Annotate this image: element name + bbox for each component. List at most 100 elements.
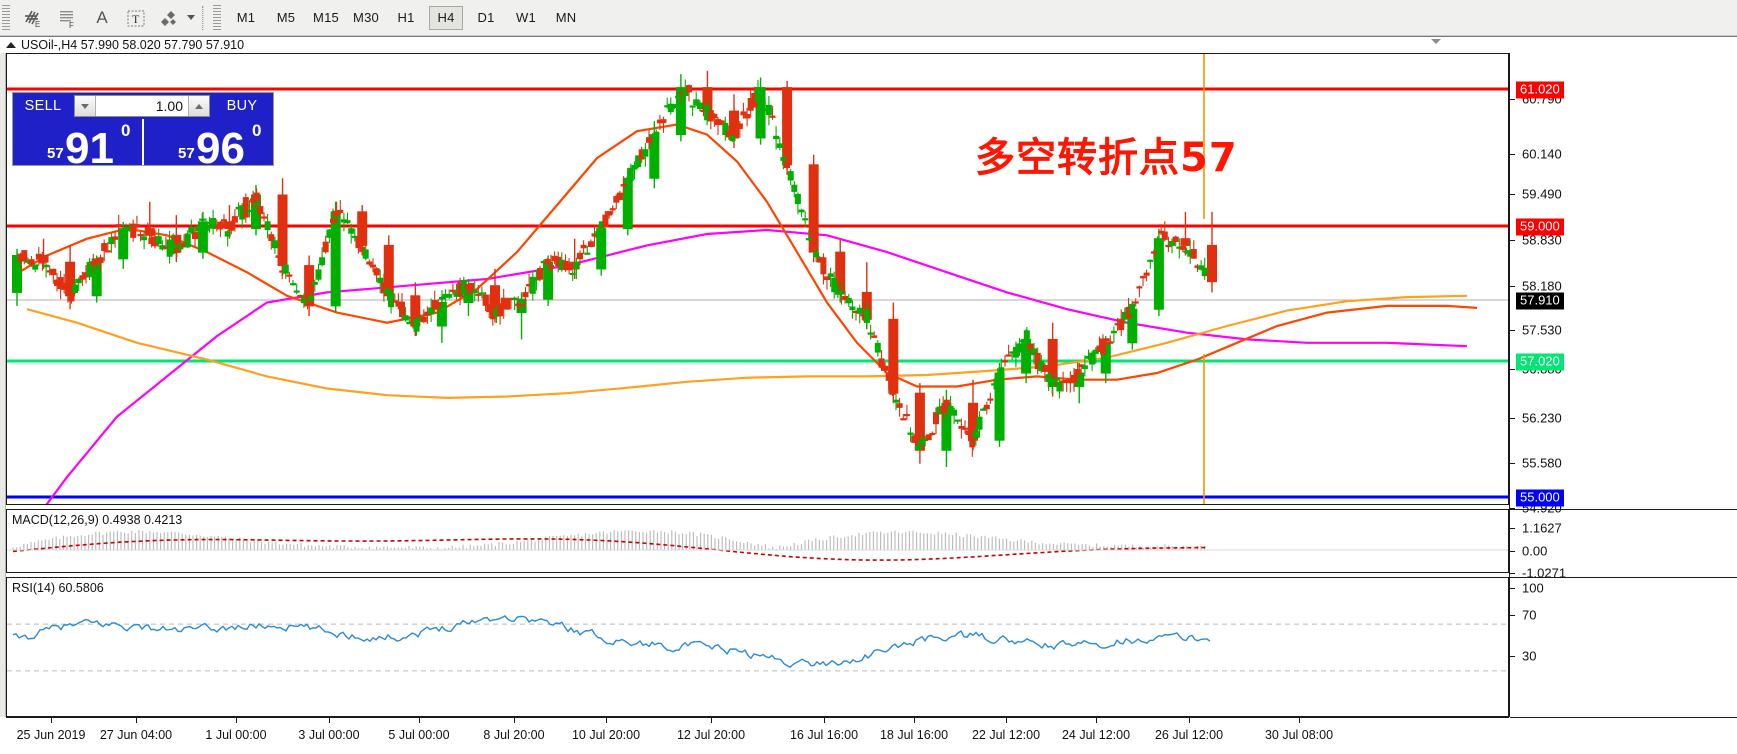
time-tick <box>824 718 825 723</box>
candle <box>359 240 366 254</box>
one-click-trading-panel[interactable]: SELL 1.00 BUY 57 91 0 <box>12 92 274 166</box>
candle <box>1153 228 1164 316</box>
buy-price-integer: 57 <box>178 145 195 162</box>
candle <box>715 117 722 136</box>
candle <box>893 393 900 411</box>
candle <box>90 253 97 273</box>
timeframe-mn[interactable]: MN <box>555 10 577 25</box>
rsi-subchart[interactable]: RSI(14) 60.5806 <box>6 577 1509 717</box>
timeframe-w1[interactable]: W1 <box>516 10 536 25</box>
candle <box>620 176 627 195</box>
volume-increment-button[interactable] <box>188 96 209 116</box>
candle <box>195 221 202 233</box>
sell-price-display[interactable]: 57 91 0 <box>13 119 142 165</box>
candle <box>660 116 667 133</box>
price-tick-label: 60.140 <box>1522 146 1562 162</box>
time-tick <box>136 718 137 723</box>
rsi-canvas <box>7 615 1508 672</box>
candle <box>173 238 180 257</box>
candle <box>624 176 631 187</box>
price-scale-divider <box>1510 577 1737 578</box>
candle <box>987 392 994 404</box>
timeframe-h1[interactable]: H1 <box>397 10 415 25</box>
candle <box>838 283 845 305</box>
candle <box>595 225 602 240</box>
candle <box>144 201 155 243</box>
candle <box>1179 244 1186 253</box>
timeframe-m15[interactable]: M15 <box>313 10 339 25</box>
candle <box>646 130 653 150</box>
candle <box>711 113 718 127</box>
minimize-caret-icon[interactable] <box>1431 39 1441 44</box>
candle <box>1049 378 1056 395</box>
grid-f-icon[interactable]: F <box>53 3 83 33</box>
candle <box>569 269 576 281</box>
time-axis-label: 30 Jul 08:00 <box>1264 728 1334 742</box>
candle <box>112 231 119 248</box>
candle <box>566 258 573 275</box>
volume-stepper[interactable]: 1.00 <box>74 95 210 117</box>
candle <box>718 119 725 126</box>
timeframe-group: M1 M5 M15 M30 H1 H4 D1 W1 MN <box>226 5 586 30</box>
candle <box>878 350 885 371</box>
candle <box>406 316 413 325</box>
volume-decrement-button[interactable] <box>75 96 96 116</box>
buy-button[interactable]: BUY <box>226 98 258 114</box>
indicators-icon[interactable]: E <box>19 3 49 33</box>
candle <box>1074 362 1081 380</box>
text-A-icon[interactable]: A <box>96 7 108 27</box>
candle <box>609 205 616 215</box>
price-scale[interactable]: 60.79060.14059.49058.83058.18057.53056.8… <box>1509 53 1737 718</box>
candle <box>1172 235 1179 247</box>
indicator-tick <box>1510 528 1515 529</box>
toolbar-grip[interactable] <box>2 4 10 31</box>
indicator-tick-label: 30 <box>1522 648 1537 664</box>
candle <box>773 126 780 150</box>
candle <box>435 298 442 312</box>
timeframe-grip[interactable] <box>213 4 221 31</box>
timeframe-d1[interactable]: D1 <box>477 10 495 25</box>
candle <box>1143 269 1150 282</box>
sell-button[interactable]: SELL <box>24 98 62 114</box>
candle <box>315 263 322 282</box>
time-axis[interactable]: 25 Jun 2019 27 Jun 04:00 1 Jul 00:00 3 Jul … <box>6 717 1509 754</box>
time-tick <box>51 718 52 723</box>
timeframe-m30[interactable]: M30 <box>353 10 379 25</box>
buy-price-display[interactable]: 57 96 0 <box>142 119 273 165</box>
candle <box>1161 221 1168 242</box>
indicator-tick <box>1510 656 1515 657</box>
text-label-icon[interactable]: T <box>121 3 151 33</box>
candle <box>355 235 362 254</box>
candle <box>373 267 380 282</box>
objects-dropdown-caret-icon[interactable] <box>187 15 195 20</box>
objects-icon[interactable] <box>155 3 185 33</box>
volume-input[interactable]: 1.00 <box>96 96 188 116</box>
candle <box>242 193 249 223</box>
price-tick-label: 57.530 <box>1522 322 1562 338</box>
buy-price-fraction: 0 <box>252 121 262 140</box>
timeframe-m5[interactable]: M5 <box>276 10 296 25</box>
collapse-triangle-icon[interactable] <box>6 42 16 48</box>
candle <box>1190 240 1197 259</box>
candle <box>329 208 336 224</box>
candle <box>286 271 293 283</box>
candle <box>827 267 834 287</box>
timeframe-h4[interactable]: H4 <box>429 5 463 30</box>
macd-subchart[interactable]: MACD(12,26,9) 0.4938 0.4213 <box>6 509 1509 573</box>
indicator-tick-label: 100 <box>1522 580 1544 596</box>
time-axis-label: 3 Jul 00:00 <box>298 728 360 742</box>
candle <box>622 168 633 236</box>
ma-orange-line <box>26 294 1468 400</box>
candle <box>914 383 925 464</box>
candle <box>28 256 35 267</box>
candle <box>133 215 140 229</box>
svg-text:F: F <box>69 21 74 29</box>
chart-scroll-gutter[interactable] <box>0 53 6 717</box>
one-click-top-row: SELL 1.00 BUY <box>13 93 273 119</box>
macd-canvas <box>7 529 1508 561</box>
candle <box>653 129 660 145</box>
candle <box>475 285 482 302</box>
resistance-level-badge: 61.020 <box>1516 81 1564 99</box>
timeframe-m1[interactable]: M1 <box>236 10 256 25</box>
chart-title-bar: USOil-,H4 57.990 58.020 57.790 57.910 <box>0 37 1737 53</box>
